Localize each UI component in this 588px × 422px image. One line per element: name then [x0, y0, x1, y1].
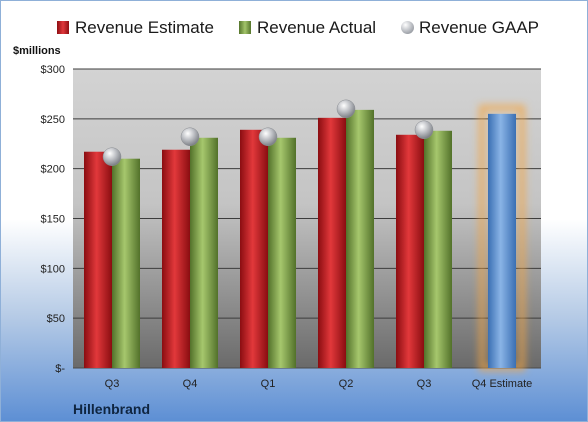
- x-tick-label: Q4 Estimate: [472, 378, 533, 390]
- chart-legend: Revenue Estimate Revenue Actual Revenue …: [1, 17, 587, 41]
- x-tick-label: Q3: [417, 378, 432, 390]
- y-tick-label: $250: [41, 114, 65, 126]
- legend-swatch-revenue-actual: [239, 21, 251, 34]
- y-tick-label: $300: [41, 64, 65, 76]
- y-tick-label: $50: [47, 313, 65, 325]
- bar-revenue-estimate: [162, 149, 190, 368]
- bar-revenue-actual: [190, 137, 218, 368]
- x-tick-label: Q3: [105, 378, 120, 390]
- x-tick-label: Q2: [339, 378, 354, 390]
- y-tick-label: $150: [41, 214, 65, 226]
- bar-revenue-actual: [112, 158, 140, 368]
- y-tick-label: $200: [41, 164, 65, 176]
- bar-q4-estimate: [488, 113, 516, 368]
- marker-revenue-gaap: [336, 99, 356, 119]
- bar-revenue-actual: [424, 130, 452, 368]
- bar-revenue-actual: [346, 109, 374, 368]
- bar-revenue-actual: [268, 137, 296, 368]
- legend-label-revenue-gaap: Revenue GAAP: [419, 18, 540, 37]
- legend-label-revenue-actual: Revenue Actual: [257, 18, 377, 37]
- legend-label-revenue-estimate: Revenue Estimate: [75, 18, 214, 37]
- marker-revenue-gaap: [102, 147, 122, 166]
- bar-revenue-estimate: [84, 151, 112, 368]
- bar-revenue-estimate: [318, 117, 346, 368]
- x-tick-label: Q4: [183, 378, 198, 390]
- bar-revenue-estimate: [240, 129, 268, 368]
- company-name: Hillenbrand: [73, 401, 151, 417]
- marker-revenue-gaap: [258, 127, 278, 147]
- marker-revenue-gaap: [414, 120, 434, 140]
- marker-revenue-gaap: [180, 127, 200, 147]
- y-axis-unit-label: $millions: [13, 45, 61, 57]
- bar-revenue-estimate: [396, 134, 424, 368]
- x-tick-label: Q1: [261, 378, 276, 390]
- y-tick-label: $100: [41, 263, 65, 275]
- y-tick-label: $-: [55, 363, 65, 375]
- legend-swatch-revenue-gaap: [401, 21, 414, 34]
- legend-swatch-revenue-estimate: [57, 21, 69, 34]
